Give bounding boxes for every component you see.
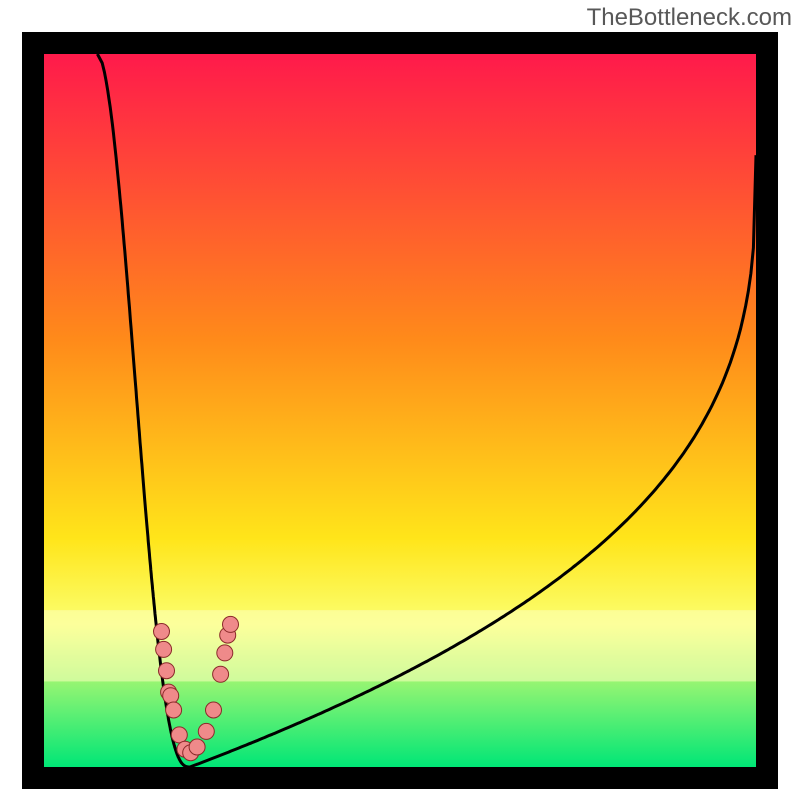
chart-svg	[22, 32, 778, 789]
watermark-text: TheBottleneck.com	[587, 4, 792, 32]
chart-plot-area	[22, 32, 778, 789]
